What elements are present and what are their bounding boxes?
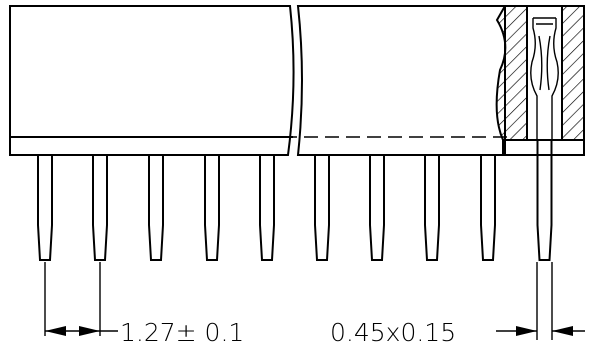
- pin: [259, 155, 275, 261]
- pin: [92, 155, 108, 261]
- pin: [424, 155, 440, 261]
- pitch-label: 1.27± 0.1: [120, 318, 244, 347]
- pin: [369, 155, 385, 261]
- housing-left: [9, 5, 295, 156]
- pitch-dimension: 1.27± 0.1: [44, 262, 244, 347]
- section-base: [502, 139, 585, 156]
- section-hatch-left: [495, 5, 528, 141]
- cross-section: [495, 5, 585, 156]
- pin: [204, 155, 220, 261]
- pin: [148, 155, 164, 261]
- section-cavity: [526, 5, 563, 141]
- pin: [37, 155, 53, 261]
- section-hatch-right: [561, 5, 585, 141]
- pin: [314, 155, 330, 261]
- pin-row: [37, 140, 553, 261]
- pin-size-dimension: 0.45x0.15: [330, 262, 585, 347]
- pin-size-label: 0.45x0.15: [330, 318, 456, 347]
- contact-spring: [530, 17, 559, 140]
- housing-right: [296, 5, 506, 156]
- pin: [480, 155, 496, 261]
- pin: [536, 140, 553, 261]
